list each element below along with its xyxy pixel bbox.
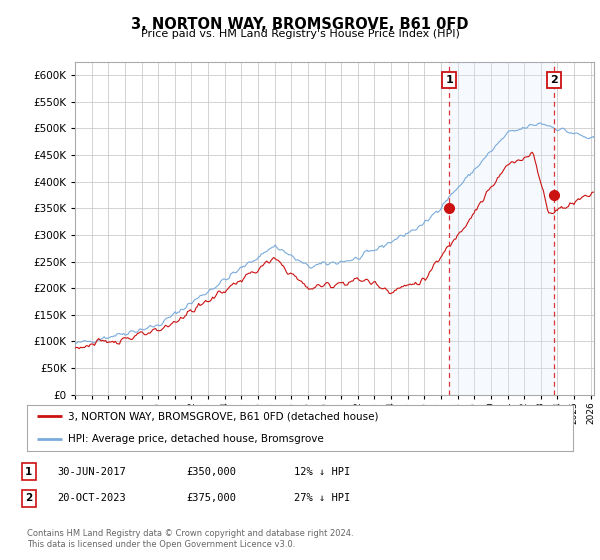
Text: HPI: Average price, detached house, Bromsgrove: HPI: Average price, detached house, Brom… [68, 435, 324, 444]
Text: Contains HM Land Registry data © Crown copyright and database right 2024.
This d: Contains HM Land Registry data © Crown c… [27, 529, 353, 549]
Text: 30-JUN-2017: 30-JUN-2017 [57, 466, 126, 477]
Text: 27% ↓ HPI: 27% ↓ HPI [294, 493, 350, 503]
Text: 2: 2 [25, 493, 32, 503]
Text: 2: 2 [550, 75, 558, 85]
Text: Price paid vs. HM Land Registry's House Price Index (HPI): Price paid vs. HM Land Registry's House … [140, 29, 460, 39]
Text: 12% ↓ HPI: 12% ↓ HPI [294, 466, 350, 477]
Text: 1: 1 [25, 466, 32, 477]
Text: 20-OCT-2023: 20-OCT-2023 [57, 493, 126, 503]
Text: 3, NORTON WAY, BROMSGROVE, B61 0FD: 3, NORTON WAY, BROMSGROVE, B61 0FD [131, 17, 469, 32]
Bar [449, 62, 554, 395]
Text: £375,000: £375,000 [186, 493, 236, 503]
Text: 1: 1 [445, 75, 453, 85]
Text: £350,000: £350,000 [186, 466, 236, 477]
Text: 3, NORTON WAY, BROMSGROVE, B61 0FD (detached house): 3, NORTON WAY, BROMSGROVE, B61 0FD (deta… [68, 412, 379, 421]
